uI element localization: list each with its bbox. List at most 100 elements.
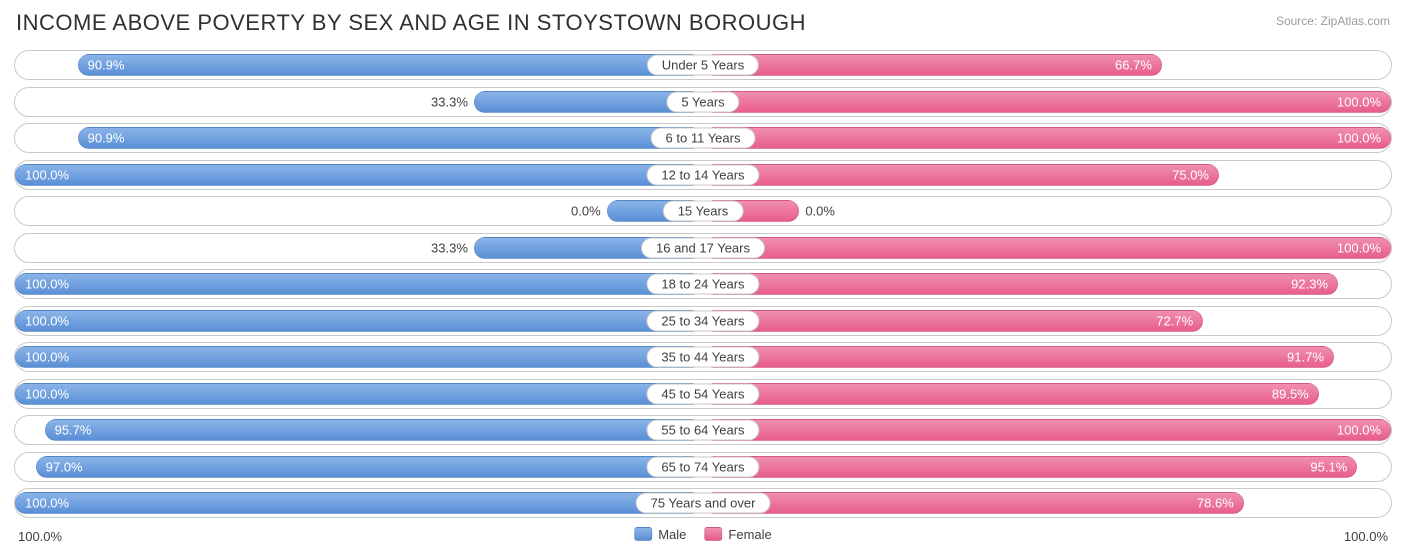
female-bar [703,346,1334,368]
female-half: 0.0% [703,197,1391,225]
category-label: 45 to 54 Years [646,383,759,404]
male-half: 33.3% [15,88,703,116]
male-half: 0.0% [15,197,703,225]
legend-item-male: Male [634,527,686,542]
female-half: 72.7% [703,307,1391,335]
female-bar [703,273,1338,295]
chart-row: 90.9% 100.0% 6 to 11 Years [14,123,1392,153]
male-value-label: 100.0% [25,386,69,401]
male-bar [15,383,703,405]
chart-row: 97.0% 95.1% 65 to 74 Years [14,452,1392,482]
female-value-label: 75.0% [1172,167,1209,182]
category-label: 25 to 34 Years [646,310,759,331]
male-value-label: 0.0% [571,204,601,219]
female-value-label: 100.0% [1337,423,1381,438]
female-half: 100.0% [703,88,1391,116]
female-value-label: 89.5% [1272,386,1309,401]
male-half: 90.9% [15,51,703,79]
legend-male-label: Male [658,527,686,542]
female-half: 66.7% [703,51,1391,79]
male-half: 100.0% [15,343,703,371]
chart-source: Source: ZipAtlas.com [1276,14,1390,28]
male-value-label: 97.0% [46,459,83,474]
diverging-bar-chart: 90.9% 66.7% Under 5 Years 33.3% 100.0% 5 Year… [14,50,1392,518]
chart-row: 0.0% 0.0% 15 Years [14,196,1392,226]
chart-row: 95.7% 100.0% 55 to 64 Years [14,415,1392,445]
male-bar [15,310,703,332]
female-value-label: 66.7% [1115,58,1152,73]
female-bar [703,91,1391,113]
male-half: 97.0% [15,453,703,481]
female-value-label: 95.1% [1310,459,1347,474]
female-bar [703,164,1219,186]
male-bar [78,54,703,76]
chart-title: INCOME ABOVE POVERTY BY SEX AND AGE IN S… [16,10,806,36]
legend-female-label: Female [728,527,771,542]
female-half: 95.1% [703,453,1391,481]
category-label: 15 Years [663,201,744,222]
male-bar [78,127,703,149]
female-half: 91.7% [703,343,1391,371]
chart-row: 33.3%100.0%16 and 17 Years [14,233,1392,263]
category-label: 18 to 24 Years [646,274,759,295]
male-half: 90.9% [15,124,703,152]
male-bar [15,273,703,295]
male-half: 100.0% [15,161,703,189]
category-label: 16 and 17 Years [641,237,765,258]
male-value-label: 90.9% [88,131,125,146]
female-value-label: 91.7% [1287,350,1324,365]
category-label: Under 5 Years [647,55,759,76]
chart-row: 90.9% 66.7% Under 5 Years [14,50,1392,80]
male-value-label: 33.3% [431,94,468,109]
female-value-label: 0.0% [805,204,835,219]
female-value-label: 100.0% [1337,131,1381,146]
female-half: 100.0% [703,124,1391,152]
female-half: 100.0% [703,234,1391,262]
axis-label-left: 100.0% [18,529,62,544]
male-bar [15,164,703,186]
male-half: 100.0% [15,270,703,298]
chart-row: 100.0% 91.7% 35 to 44 Years [14,342,1392,372]
female-bar [703,54,1162,76]
male-value-label: 100.0% [25,496,69,511]
chart-row: 100.0% 72.7% 25 to 34 Years [14,306,1392,336]
female-value-label: 100.0% [1337,240,1381,255]
female-bar [703,492,1244,514]
male-value-label: 100.0% [25,313,69,328]
male-half: 95.7% [15,416,703,444]
female-value-label: 78.6% [1197,496,1234,511]
category-label: 35 to 44 Years [646,347,759,368]
male-value-label: 100.0% [25,277,69,292]
chart-row: 33.3% 100.0% 5 Years [14,87,1392,117]
female-half: 92.3% [703,270,1391,298]
chart-row: 100.0% 75.0% 12 to 14 Years [14,160,1392,190]
category-label: 5 Years [666,91,739,112]
female-bar [703,237,1391,259]
male-bar [45,419,703,441]
legend: Male Female [634,527,772,542]
male-value-label: 100.0% [25,167,69,182]
legend-item-female: Female [704,527,771,542]
category-label: 12 to 14 Years [646,164,759,185]
chart-footer: 100.0% Male Female 100.0% [14,525,1392,553]
chart-header: INCOME ABOVE POVERTY BY SEX AND AGE IN S… [14,10,1392,36]
female-swatch-icon [704,527,722,541]
male-value-label: 100.0% [25,350,69,365]
male-half: 100.0% [15,489,703,517]
category-label: 55 to 64 Years [646,420,759,441]
female-value-label: 72.7% [1156,313,1193,328]
female-bar [703,383,1319,405]
male-swatch-icon [634,527,652,541]
female-value-label: 92.3% [1291,277,1328,292]
category-label: 6 to 11 Years [651,128,756,149]
male-half: 100.0% [15,380,703,408]
female-bar [703,310,1203,332]
chart-row: 100.0% 92.3% 18 to 24 Years [14,269,1392,299]
category-label: 65 to 74 Years [646,456,759,477]
female-half: 75.0% [703,161,1391,189]
category-label: 75 Years and over [636,493,771,514]
female-bar [703,456,1357,478]
female-value-label: 100.0% [1337,94,1381,109]
chart-row: 100.0% 78.6% 75 Years and over [14,488,1392,518]
male-value-label: 90.9% [88,58,125,73]
